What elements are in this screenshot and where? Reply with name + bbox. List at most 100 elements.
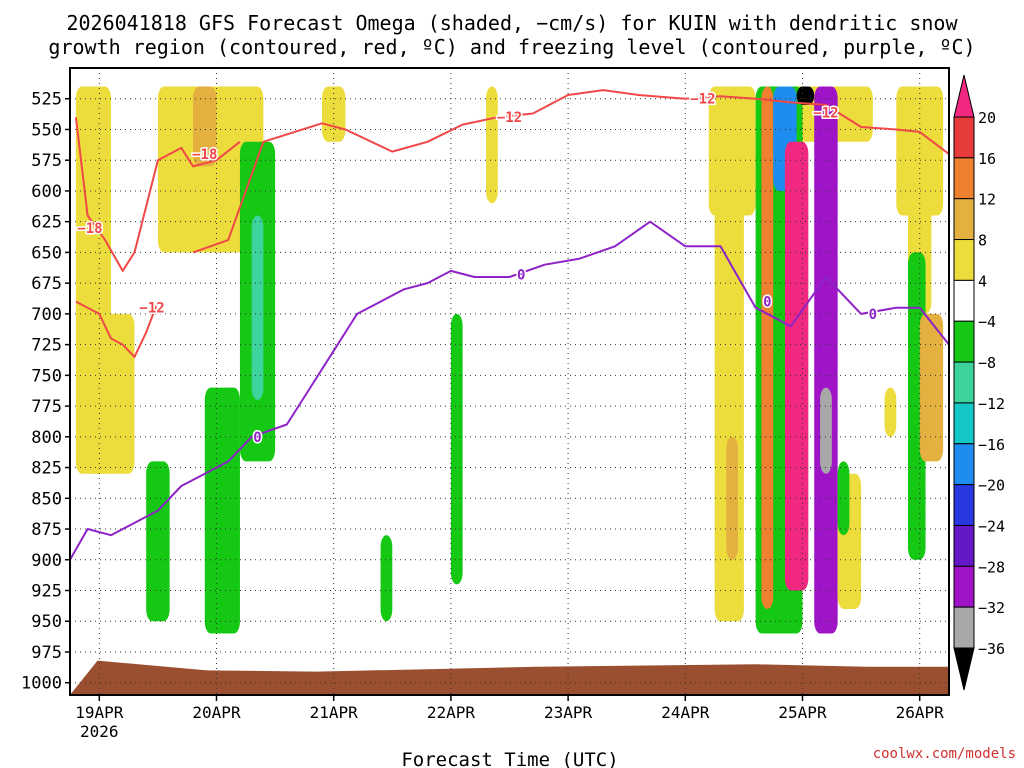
x-tick-label: 21APR [310, 703, 359, 722]
y-tick-label: 975 [31, 643, 62, 663]
y-tick-label: 825 [31, 459, 62, 479]
chart-title-line-1: 2026041818 GFS Forecast Omega (shaded, −… [66, 11, 958, 35]
omega-shade-region [251, 215, 264, 400]
chart-title-line-2: growth region (contoured, red, ºC) and f… [48, 35, 976, 59]
contour-label: 0 [517, 268, 525, 284]
y-tick-label: 850 [31, 489, 62, 509]
plot-frame [69, 67, 950, 696]
contour-line [74, 117, 241, 272]
x-tick-label: 19APR [75, 703, 124, 722]
contour-line [75, 300, 159, 358]
colorbar-label: 12 [978, 191, 996, 209]
omega-shade-region [204, 387, 240, 634]
y-tick-label: 900 [31, 551, 62, 571]
x-tick-label: 22APR [427, 703, 476, 722]
x-axis-title: Forecast Time (UTC) [401, 749, 618, 768]
x-tick-label: 26APR [896, 703, 945, 722]
colorbar-bin [953, 239, 975, 281]
contour-line [70, 220, 949, 561]
y-tick-label: 650 [31, 243, 62, 263]
omega-shade-region [884, 387, 897, 437]
x-tick-label: 25APR [778, 703, 827, 722]
y-tick-label: 1000 [21, 674, 62, 694]
colorbar-label: −16 [978, 436, 1005, 454]
colorbar-label: −4 [978, 313, 996, 331]
y-tick-label: 675 [31, 274, 62, 294]
colorbar-label: −36 [978, 640, 1005, 658]
y-tick-label: 575 [31, 151, 62, 171]
colorbar-bin [953, 443, 975, 486]
colorbar-label: 20 [978, 109, 996, 127]
contour-label: −18 [192, 147, 217, 163]
colorbar-top-arrow [953, 74, 975, 118]
contour-label: −12 [139, 301, 164, 317]
y-tick-label: 800 [31, 428, 62, 448]
x-tick-label: 24APR [661, 703, 710, 722]
terrain-fill [70, 660, 949, 695]
colorbar-bin [953, 524, 975, 567]
x-tick-label: 23APR [544, 703, 593, 722]
colorbar-label: 16 [978, 150, 996, 168]
colorbar-label: −20 [978, 477, 1005, 495]
terrain-layer [70, 660, 949, 695]
colorbar-bottom-arrow [953, 647, 975, 691]
y-tick-label: 625 [31, 213, 62, 233]
omega-shade-region [784, 141, 809, 591]
colorbar-bin [953, 320, 975, 363]
omega-shade-region [193, 86, 217, 167]
y-tick-label: 700 [31, 305, 62, 325]
y-tick-label: 550 [31, 120, 62, 140]
contour-label: −12 [690, 92, 715, 108]
omega-shade-region [814, 86, 838, 634]
y-tick-label: 600 [31, 182, 62, 202]
contour-label: 0 [763, 295, 771, 311]
omega-shade-region [919, 313, 944, 462]
contour-label: −12 [813, 105, 838, 121]
colorbar-bin [953, 402, 975, 445]
y-tick-label: 750 [31, 366, 62, 386]
omega-shade-region [726, 436, 739, 560]
contour-line [192, 89, 949, 254]
omega-shade-region [837, 461, 850, 536]
contour-label: 0 [869, 307, 877, 323]
omega-shade-region [714, 203, 744, 622]
colorbar-label: −24 [978, 517, 1005, 535]
omega-shade-region [796, 86, 815, 105]
colorbar-label: −8 [978, 354, 996, 372]
colorbar-label: 8 [978, 232, 987, 250]
y-tick-label: 775 [31, 397, 62, 417]
omega-shade-region [486, 86, 498, 204]
colorbar-bin [953, 198, 975, 241]
colorbar-bin [953, 565, 975, 608]
y-tick-label: 950 [31, 612, 62, 632]
colorbar-bin [953, 606, 975, 649]
credit-text: coolwx.com/models [873, 746, 1016, 762]
colorbar: 20 16 12 8 4 −4 −8 −12 −16 −20 −24 −28 −32 −36 [953, 74, 1005, 691]
colorbar-bin [953, 157, 975, 200]
contour-label: −12 [497, 110, 522, 126]
colorbar-label: −28 [978, 558, 1005, 576]
colorbar-label: 4 [978, 272, 987, 290]
omega-shade-region [820, 387, 832, 474]
x-tick-label: 20APR [192, 703, 241, 722]
y-tick-label: 725 [31, 336, 62, 356]
colorbar-label: −32 [978, 599, 1005, 617]
omega-shade-region [450, 313, 463, 585]
contour-label: 0 [253, 430, 261, 446]
axis-layer: 525 550 575 600 625 650 675 700 725 750 775 800 825 8… [21, 67, 950, 741]
colorbar-bin [953, 116, 975, 159]
y-tick-label: 875 [31, 520, 62, 540]
colorbar-bin [953, 279, 975, 322]
colorbar-bin [953, 484, 975, 526]
colorbar-label: −12 [978, 395, 1005, 413]
contour-layer: −12 −12 −12 −18 −18 −12 0 0 0 0 [70, 89, 949, 561]
contour-label: −18 [77, 221, 102, 237]
omega-shade-region [896, 86, 944, 216]
colorbar-bin [953, 361, 975, 404]
omega-shade-region [380, 535, 393, 622]
omega-shade-region [761, 86, 774, 609]
omega-shade-region [708, 86, 756, 216]
omega-shading-layer [75, 86, 944, 634]
omega-shade-region [146, 461, 170, 622]
